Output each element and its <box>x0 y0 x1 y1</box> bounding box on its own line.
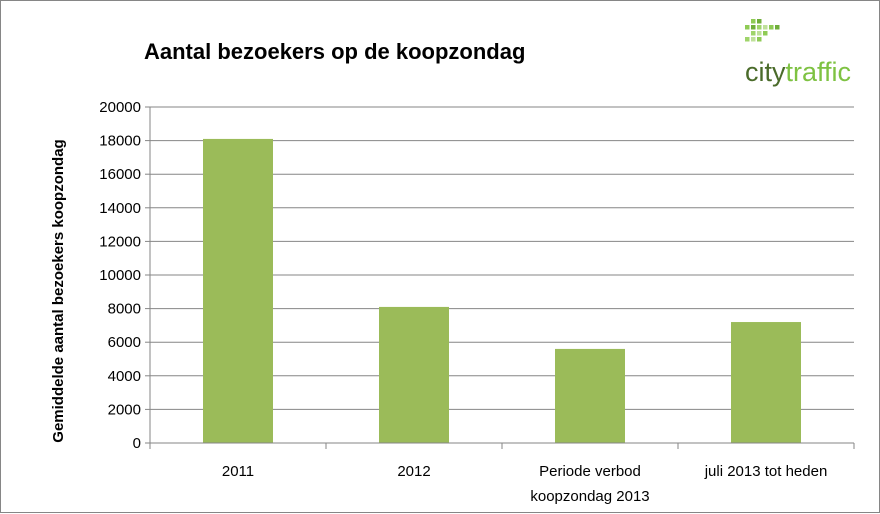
bar <box>731 322 801 443</box>
y-tick-labels: 0 2000 4000 6000 8000 10000 12000 14000 16000 180… <box>99 99 141 452</box>
logo-dot <box>763 31 768 36</box>
logo-dot <box>745 37 750 42</box>
logo-dots-icon <box>745 19 780 42</box>
logo-dot <box>751 19 756 24</box>
logo-dot <box>757 37 762 42</box>
logo-text-traffic: traffic <box>786 57 852 87</box>
y-tick-label: 14000 <box>99 200 141 217</box>
x-tick-label: Periode verbod <box>539 463 641 480</box>
x-tick-label: 2011 <box>222 463 254 480</box>
bar <box>555 348 625 443</box>
chart-title: Aantal bezoekers op de koopzondag <box>144 39 525 64</box>
logo-dot <box>751 37 756 42</box>
x-tick-label: 2012 <box>397 463 430 480</box>
x-tick-labels: 2011 2012 Periode verbod koopzondag 2013 jul… <box>222 463 827 505</box>
bar <box>203 138 273 444</box>
logo-text-city: city <box>745 57 786 87</box>
y-tick-label: 12000 <box>99 233 141 250</box>
y-tick-label: 18000 <box>99 133 141 150</box>
y-tick-label: 0 <box>133 435 141 452</box>
y-tick-label: 16000 <box>99 166 141 183</box>
y-axis-label: Gemiddelde aantal bezoekers koopzondag <box>50 139 67 442</box>
y-tick-label: 4000 <box>108 368 141 385</box>
logo-dot <box>751 31 756 36</box>
axes <box>149 107 855 449</box>
x-tick-label: koopzondag 2013 <box>530 488 649 505</box>
logo-dot <box>775 25 780 30</box>
y-tick-label: 20000 <box>99 99 141 116</box>
svg-text:citytraffic: citytraffic <box>745 57 851 87</box>
bar <box>379 306 449 443</box>
logo-dot <box>769 25 774 30</box>
bars <box>203 138 801 444</box>
logo-dot <box>763 25 768 30</box>
logo-dot <box>757 25 762 30</box>
y-tick-label: 6000 <box>108 334 141 351</box>
logo-dot <box>751 25 756 30</box>
citytraffic-logo: citytraffic <box>745 19 851 87</box>
logo-dot <box>757 19 762 24</box>
logo-dot <box>757 31 762 36</box>
y-tick-label: 2000 <box>108 401 141 418</box>
logo-dot <box>745 25 750 30</box>
y-tick-label: 10000 <box>99 267 141 284</box>
x-tick-label: juli 2013 tot heden <box>704 463 828 480</box>
y-tick-label: 8000 <box>108 301 141 318</box>
